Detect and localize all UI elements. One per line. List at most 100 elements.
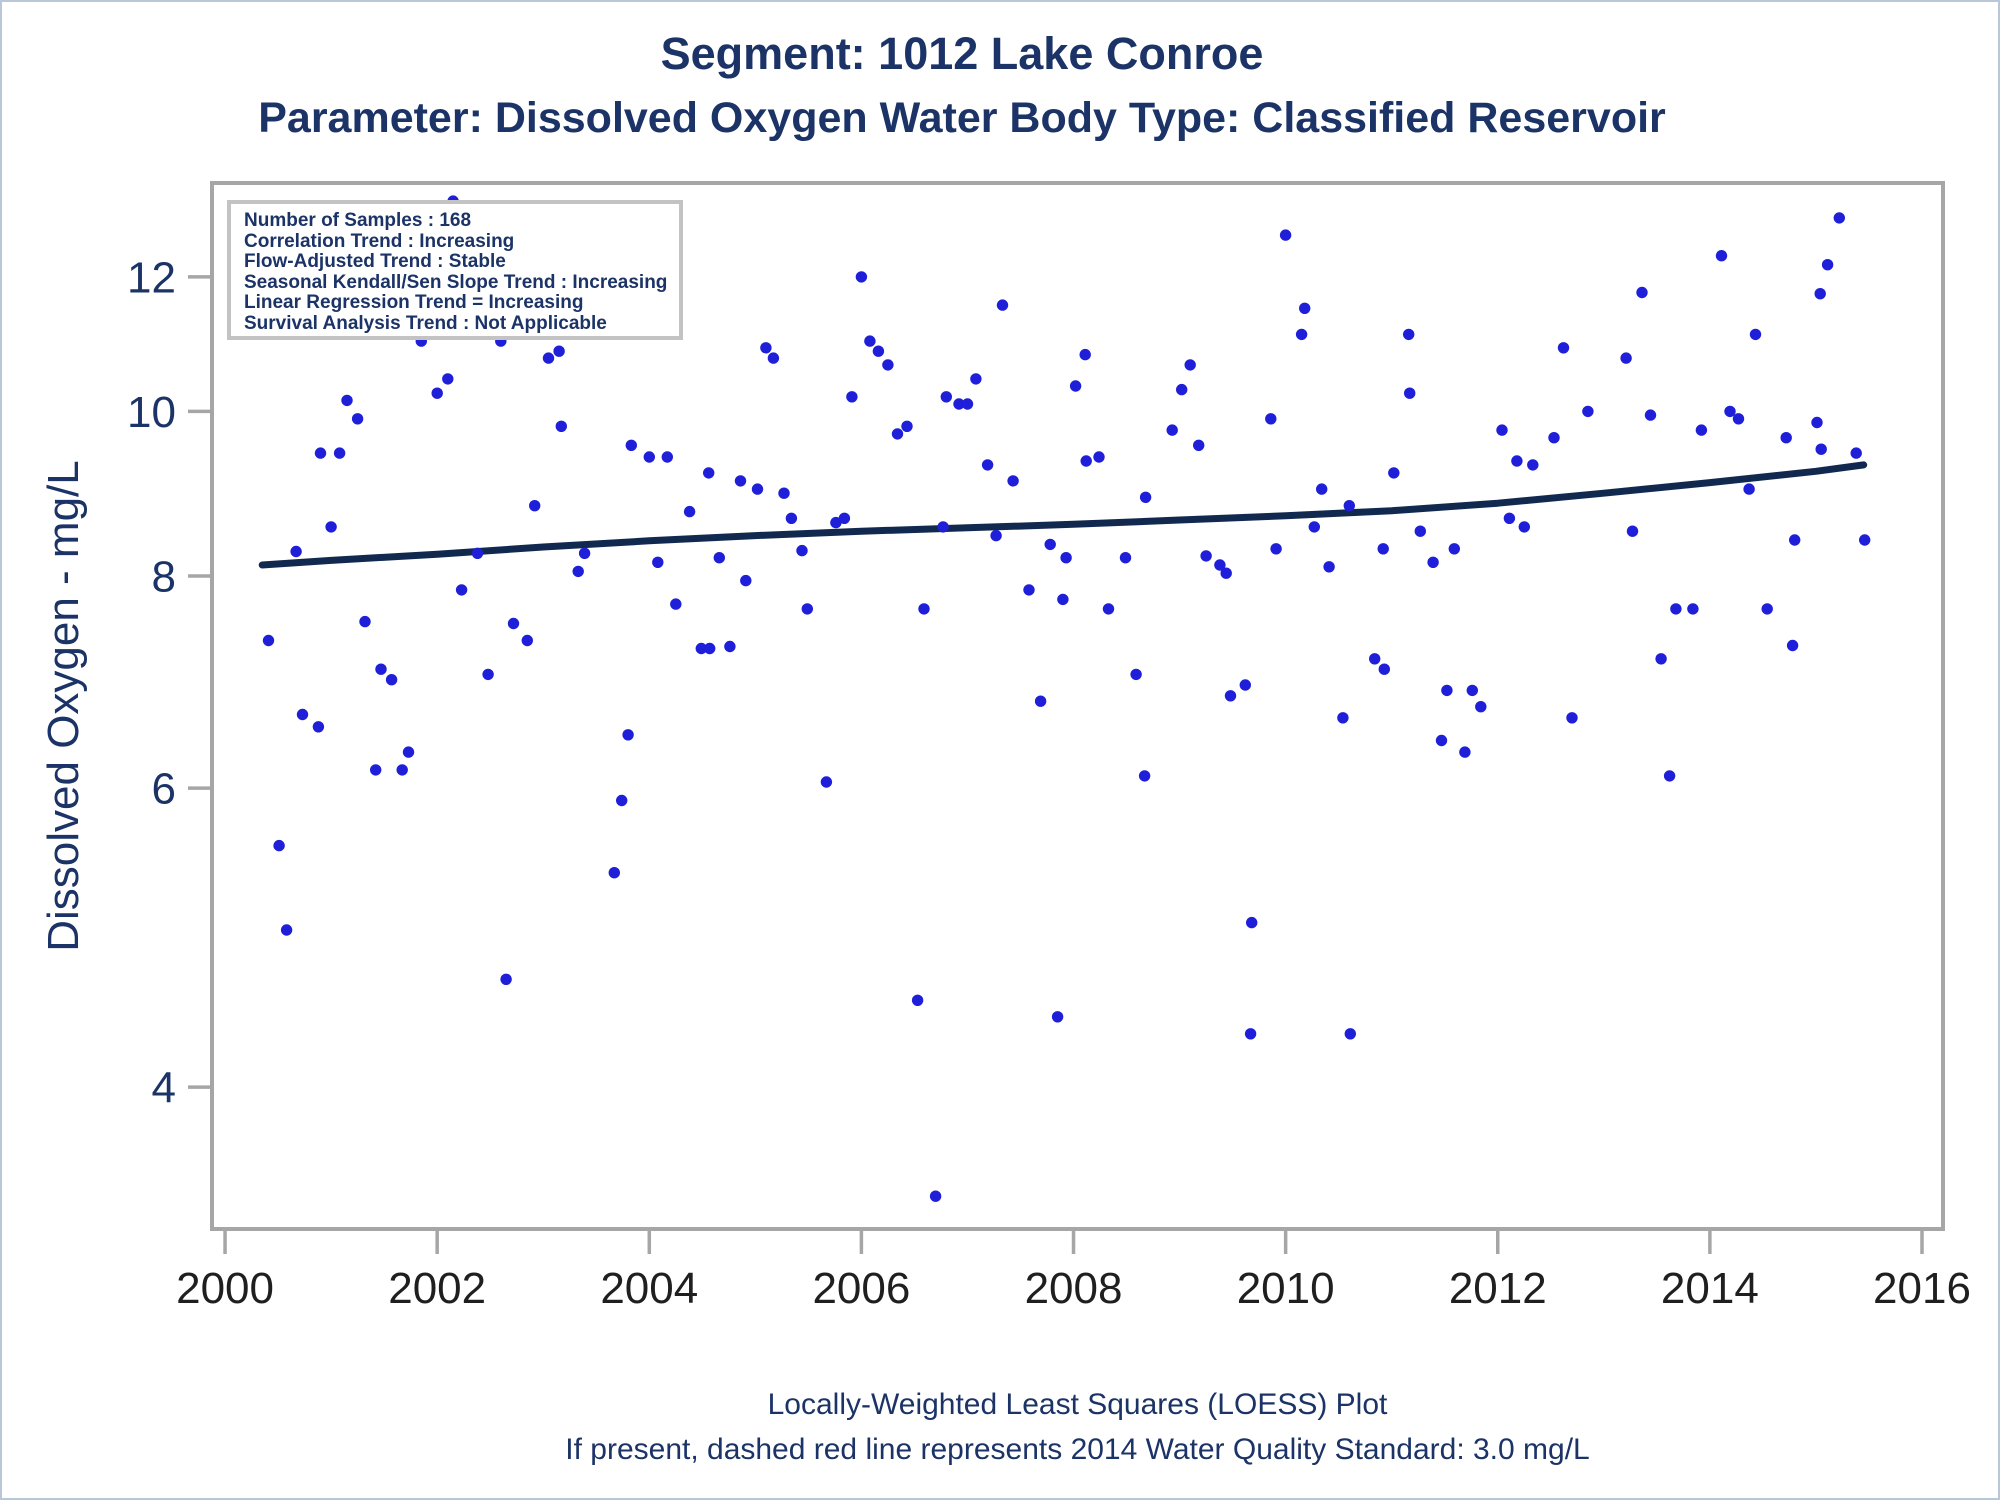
x-tick-label: 2010 xyxy=(1237,1264,1335,1313)
data-point xyxy=(940,391,952,403)
data-point xyxy=(704,642,716,655)
y-tick-label: 8 xyxy=(152,552,176,601)
data-point xyxy=(1724,405,1736,418)
data-point xyxy=(312,721,325,733)
data-point xyxy=(661,451,673,463)
y-axis-title: Dissolved Oxygen - mg/L xyxy=(39,460,88,952)
data-point xyxy=(290,545,302,558)
data-point xyxy=(872,345,885,357)
data-point xyxy=(1811,416,1823,429)
data-point xyxy=(314,447,327,459)
data-point xyxy=(767,352,780,364)
data-point xyxy=(838,512,851,524)
stat-line-linear-regression: Linear Regression Trend = Increasing xyxy=(244,292,584,313)
data-point xyxy=(1511,455,1523,467)
data-point xyxy=(1636,286,1648,299)
data-point xyxy=(961,398,974,410)
data-point xyxy=(1761,603,1773,615)
data-point xyxy=(296,708,309,721)
data-point xyxy=(351,413,364,425)
data-point xyxy=(1102,603,1115,615)
data-point xyxy=(280,924,293,936)
data-point xyxy=(1130,668,1142,681)
data-point xyxy=(1503,512,1516,524)
data-point xyxy=(1655,653,1667,665)
data-point xyxy=(1814,288,1826,300)
data-point xyxy=(1403,328,1415,341)
data-point xyxy=(455,584,468,596)
data-point xyxy=(1079,348,1091,361)
data-point xyxy=(1786,639,1799,652)
data-point xyxy=(1527,459,1539,471)
data-point xyxy=(1749,328,1762,341)
data-point xyxy=(713,552,725,564)
data-point xyxy=(507,617,520,630)
data-point xyxy=(1414,525,1427,537)
data-point xyxy=(1441,684,1453,697)
data-point xyxy=(1308,521,1321,533)
data-point xyxy=(1620,352,1632,364)
y-tick-label: 10 xyxy=(127,388,176,437)
data-point xyxy=(1239,679,1252,691)
data-point xyxy=(778,487,790,499)
data-point xyxy=(1270,543,1282,555)
stat-line-samples: Number of Samples : 168 xyxy=(244,210,472,231)
data-point xyxy=(760,342,772,354)
data-point xyxy=(1166,424,1178,436)
data-point xyxy=(1119,552,1132,564)
data-point xyxy=(1200,550,1212,562)
x-tick-label: 2006 xyxy=(812,1264,910,1313)
data-point xyxy=(622,729,634,741)
data-point xyxy=(402,746,415,758)
data-point xyxy=(1780,432,1792,444)
data-point xyxy=(1034,695,1047,707)
y-tick-label: 6 xyxy=(152,765,176,814)
data-point xyxy=(937,521,949,533)
data-point xyxy=(1023,584,1035,596)
footnote-loess: Locally-Weighted Least Squares (LOESS) P… xyxy=(767,1388,1388,1421)
data-point xyxy=(521,634,533,647)
data-point xyxy=(1548,432,1560,444)
data-point xyxy=(970,373,982,385)
data-point xyxy=(1265,413,1277,425)
data-point xyxy=(1859,534,1871,546)
data-point xyxy=(751,483,764,495)
data-point xyxy=(1369,653,1381,665)
data-point xyxy=(1080,455,1092,467)
data-point xyxy=(1295,328,1308,341)
x-tick-label: 2008 xyxy=(1025,1264,1123,1313)
data-point xyxy=(1138,770,1151,782)
data-point xyxy=(864,335,876,347)
data-point xyxy=(1051,1011,1064,1023)
data-point xyxy=(1670,603,1682,615)
footnote-standard: If present, dashed red line represents 2… xyxy=(565,1433,1590,1466)
data-point xyxy=(500,973,512,985)
data-point xyxy=(901,420,913,432)
chart-footnotes: Locally-Weighted Least Squares (LOESS) P… xyxy=(212,1382,1943,1472)
data-point xyxy=(1496,424,1508,436)
data-point xyxy=(1224,690,1237,702)
data-point xyxy=(1323,561,1335,573)
data-point xyxy=(385,674,398,686)
data-point xyxy=(375,663,387,675)
data-point xyxy=(703,467,715,479)
data-point xyxy=(1687,603,1699,615)
data-point xyxy=(370,764,382,776)
data-point xyxy=(1850,447,1862,459)
trend-summary-box: Number of Samples : 168 Correlation Tren… xyxy=(227,200,683,340)
data-point xyxy=(1279,229,1292,241)
data-point xyxy=(724,640,736,653)
data-point xyxy=(1448,543,1461,555)
data-point xyxy=(1644,409,1657,421)
y-tick-label: 4 xyxy=(152,1064,176,1113)
data-point xyxy=(542,352,555,364)
data-point xyxy=(1466,684,1479,697)
data-point xyxy=(1378,663,1391,675)
data-point xyxy=(1176,383,1188,396)
data-point xyxy=(1093,451,1105,463)
data-point xyxy=(1815,443,1827,455)
data-point xyxy=(1821,259,1834,271)
data-point xyxy=(1475,701,1487,713)
